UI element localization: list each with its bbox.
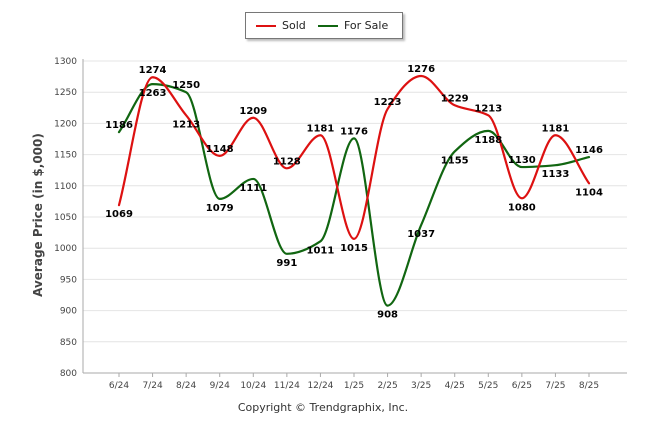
x-tick-label: 8/25 [579,381,599,391]
x-tick-label: 7/25 [545,381,565,391]
data-label-sold: 1128 [273,156,301,167]
data-label-sold: 1276 [407,64,435,75]
x-tick-label: 11/24 [274,381,300,391]
data-label-sold: 1209 [239,106,267,117]
legend-swatch-for-sale [318,24,338,27]
legend-label-for-sale: For Sale [344,19,389,32]
data-label-for-sale: 1079 [206,203,234,214]
x-tick-label: 6/24 [109,381,129,391]
data-label-for-sale: 1186 [105,120,133,131]
y-axis-label: Average Price (in $,000) [31,133,45,297]
data-label-sold: 1223 [374,97,402,108]
x-tick-label: 2/25 [377,381,397,391]
y-tick-label: 1150 [54,151,77,161]
legend-swatch-sold [256,24,276,27]
data-label-sold: 1213 [474,103,502,114]
y-tick-label: 1250 [54,88,77,98]
y-tick-label: 850 [60,338,77,348]
data-label-sold: 1181 [307,123,335,134]
data-label-sold: 1274 [139,65,167,76]
y-tick-label: 1200 [54,119,77,129]
data-label-sold: 1069 [105,209,133,220]
data-label-sold: 1104 [575,187,603,198]
data-label-sold: 1213 [172,119,200,130]
y-tick-label: 1000 [54,244,77,254]
x-tick-label: 7/24 [142,381,162,391]
data-label-for-sale: 1111 [239,183,267,194]
data-label-for-sale: 1133 [542,169,570,180]
x-tick-label: 3/25 [411,381,431,391]
y-tick-label: 800 [60,369,77,379]
data-label-for-sale: 1188 [474,135,502,146]
data-label-for-sale: 1130 [508,155,536,166]
data-label-sold: 1229 [441,93,469,104]
x-tick-label: 9/24 [210,381,230,391]
x-tick-label: 4/25 [445,381,465,391]
data-label-for-sale: 1146 [575,145,603,156]
data-label-sold: 1148 [206,144,234,155]
legend-label-sold: Sold [282,19,306,32]
legend-item-for-sale: For Sale [318,13,388,38]
y-tick-label: 950 [60,275,77,285]
data-label-for-sale: 1263 [139,88,167,99]
x-tick-label: 10/24 [240,381,266,391]
chart-legend: Sold For Sale [245,12,403,39]
data-label-sold: 1181 [542,123,570,134]
data-label-for-sale: 1250 [172,80,200,91]
y-tick-label: 1100 [54,182,77,192]
x-tick-label: 8/24 [176,381,196,391]
x-tick-label: 5/25 [478,381,498,391]
y-tick-label: 900 [60,307,77,317]
data-label-for-sale: 991 [276,258,297,269]
data-label-sold: 1080 [508,202,536,213]
data-label-for-sale: 1037 [407,229,435,240]
legend-item-sold: Sold [256,13,306,38]
data-label-for-sale: 1176 [340,126,368,137]
x-tick-label: 12/24 [307,381,333,391]
y-tick-label: 1050 [54,213,77,223]
series-line-sold [117,74,591,240]
data-label-for-sale: 1155 [441,155,469,166]
y-tick-label: 1300 [54,57,77,67]
x-tick-label: 1/25 [344,381,364,391]
data-label-sold: 1015 [340,243,368,254]
data-label-for-sale: 908 [377,310,398,321]
x-tick-label: 6/25 [512,381,532,391]
data-label-for-sale: 1011 [307,245,335,256]
copyright-footer: Copyright © Trendgraphix, Inc. [237,401,409,414]
